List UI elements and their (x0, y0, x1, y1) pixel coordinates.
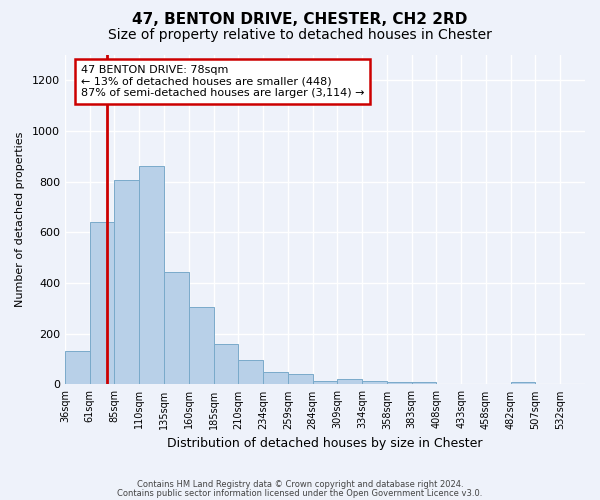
Bar (238, 360, 263, 384)
Text: Contains public sector information licensed under the Open Government Licence v3: Contains public sector information licen… (118, 488, 482, 498)
Bar (214, 344, 238, 385)
Text: 47 BENTON DRIVE: 78sqm
← 13% of detached houses are smaller (448)
87% of semi-de: 47 BENTON DRIVE: 78sqm ← 13% of detached… (80, 65, 364, 98)
Bar (288, 374, 313, 384)
Bar (263, 372, 288, 384)
Bar (164, 272, 189, 384)
Bar (139, 166, 164, 384)
X-axis label: Distribution of detached houses by size in Chester: Distribution of detached houses by size … (167, 437, 483, 450)
Bar (313, 380, 337, 384)
Bar (65, 352, 89, 384)
Text: 47, BENTON DRIVE, CHESTER, CH2 2RD: 47, BENTON DRIVE, CHESTER, CH2 2RD (133, 12, 467, 28)
Bar (387, 382, 412, 384)
Bar (362, 380, 387, 384)
Bar (115, 180, 139, 384)
Bar (337, 380, 362, 384)
Bar (511, 382, 535, 384)
Bar (412, 382, 436, 384)
Text: Contains HM Land Registry data © Crown copyright and database right 2024.: Contains HM Land Registry data © Crown c… (137, 480, 463, 489)
Y-axis label: Number of detached properties: Number of detached properties (15, 132, 25, 308)
Bar (189, 307, 214, 384)
Text: Size of property relative to detached houses in Chester: Size of property relative to detached ho… (108, 28, 492, 42)
Bar (89, 222, 115, 384)
